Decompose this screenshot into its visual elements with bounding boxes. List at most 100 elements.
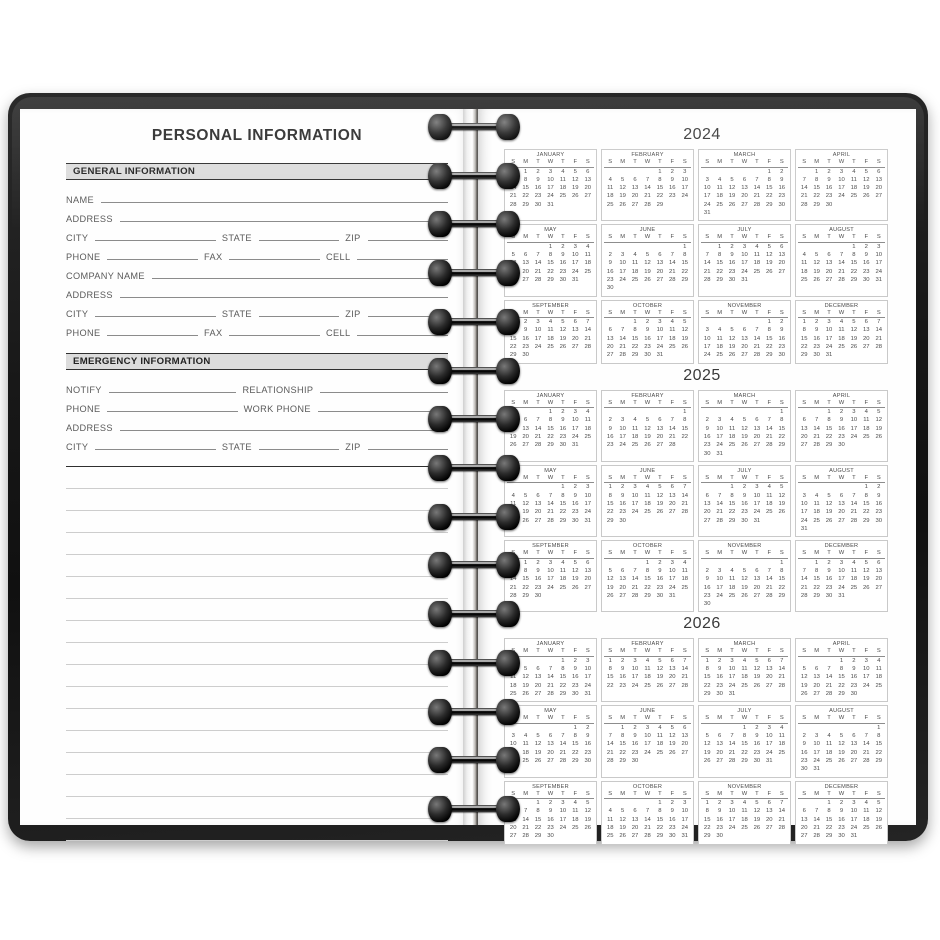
day-cell[interactable]: 29 [572, 758, 579, 765]
day-cell[interactable]: 6 [536, 492, 540, 499]
day-cell[interactable]: 24 [703, 201, 711, 208]
day-cell[interactable]: 22 [766, 343, 773, 350]
day-cell[interactable]: 15 [509, 335, 517, 342]
day-cell[interactable]: 7 [645, 176, 650, 183]
day-cell[interactable]: 24 [619, 276, 626, 283]
day-cell[interactable]: 21 [522, 825, 529, 832]
day-cell[interactable]: 21 [534, 268, 542, 275]
day-cell[interactable]: 22 [547, 433, 554, 440]
day-cell[interactable]: 4 [645, 657, 650, 664]
day-cell[interactable]: 22 [863, 509, 870, 516]
day-cell[interactable]: 31 [766, 758, 773, 765]
day-cell[interactable]: 18 [631, 268, 639, 275]
day-cell[interactable]: 13 [584, 176, 592, 183]
day-cell[interactable]: 7 [767, 417, 771, 424]
day-cell[interactable]: 10 [559, 808, 567, 815]
day-cell[interactable]: 27 [753, 442, 761, 449]
day-cell[interactable]: 19 [863, 576, 870, 583]
day-cell[interactable]: 19 [559, 335, 567, 342]
day-cell[interactable]: 6 [742, 327, 747, 334]
day-cell[interactable]: 17 [838, 576, 845, 583]
day-cell[interactable]: 9 [620, 492, 625, 499]
day-cell[interactable]: 7 [670, 252, 674, 259]
day-cell[interactable]: 9 [705, 425, 709, 432]
day-cell[interactable]: 30 [547, 833, 554, 840]
day-cell[interactable]: 10 [800, 500, 808, 507]
day-cell[interactable]: 1 [523, 559, 528, 566]
day-cell[interactable]: 17 [619, 433, 626, 440]
day-cell[interactable]: 12 [813, 260, 820, 267]
day-cell[interactable]: 2 [717, 800, 722, 807]
day-cell[interactable]: 13 [875, 176, 883, 183]
day-cell[interactable]: 17 [813, 749, 820, 756]
day-cell[interactable]: 20 [825, 268, 833, 275]
day-cell[interactable]: 1 [705, 657, 709, 664]
day-cell[interactable]: 5 [683, 319, 687, 326]
day-cell[interactable]: 17 [584, 500, 592, 507]
day-cell[interactable]: 17 [800, 509, 808, 516]
day-cell[interactable]: 8 [839, 666, 844, 673]
day-cell[interactable]: 8 [573, 733, 577, 740]
day-cell[interactable]: 19 [584, 816, 592, 823]
day-cell[interactable]: 19 [728, 343, 736, 350]
day-cell[interactable]: 22 [631, 343, 639, 350]
day-cell[interactable]: 29 [800, 352, 808, 359]
day-cell[interactable]: 7 [586, 319, 590, 326]
day-cell[interactable]: 28 [728, 758, 736, 765]
day-cell[interactable]: 26 [644, 442, 651, 449]
day-cell[interactable]: 2 [802, 733, 806, 740]
day-cell[interactable]: 28 [606, 758, 614, 765]
day-cell[interactable]: 10 [850, 417, 858, 424]
day-cell[interactable]: 10 [728, 666, 736, 673]
day-cell[interactable]: 26 [753, 682, 761, 689]
day-cell[interactable]: 18 [766, 500, 773, 507]
day-cell[interactable]: 5 [864, 559, 868, 566]
day-cell[interactable]: 23 [838, 433, 845, 440]
day-cell[interactable]: 26 [741, 442, 748, 449]
day-cell[interactable]: 11 [728, 425, 736, 432]
day-cell[interactable]: 12 [875, 808, 883, 815]
field-write-line[interactable] [357, 259, 448, 260]
field-write-line[interactable] [229, 335, 321, 336]
day-cell[interactable]: 24 [728, 825, 736, 832]
day-cell[interactable]: 14 [813, 816, 820, 823]
day-cell[interactable]: 11 [669, 327, 676, 334]
day-cell[interactable]: 27 [850, 758, 858, 765]
day-cell[interactable]: 24 [534, 343, 542, 350]
day-cell[interactable]: 11 [644, 666, 651, 673]
day-cell[interactable]: 24 [572, 433, 579, 440]
day-cell[interactable]: 11 [656, 733, 663, 740]
day-cell[interactable]: 26 [572, 584, 579, 591]
day-cell[interactable]: 19 [656, 674, 664, 681]
day-cell[interactable]: 7 [561, 733, 565, 740]
day-cell[interactable]: 16 [619, 674, 626, 681]
day-cell[interactable]: 12 [863, 176, 870, 183]
day-cell[interactable]: 18 [838, 335, 845, 342]
day-cell[interactable]: 18 [681, 576, 689, 583]
day-cell[interactable]: 16 [863, 260, 870, 267]
day-cell[interactable]: 5 [658, 657, 662, 664]
day-cell[interactable]: 8 [561, 492, 565, 499]
day-cell[interactable]: 16 [825, 576, 833, 583]
day-cell[interactable]: 8 [730, 492, 734, 499]
day-cell[interactable]: 3 [561, 800, 565, 807]
day-cell[interactable]: 27 [584, 193, 592, 200]
day-cell[interactable]: 21 [766, 584, 773, 591]
day-cell[interactable]: 30 [850, 691, 858, 698]
day-cell[interactable]: 17 [681, 816, 689, 823]
day-cell[interactable]: 1 [683, 409, 687, 416]
day-cell[interactable]: 22 [534, 825, 542, 832]
day-cell[interactable]: 8 [705, 808, 709, 815]
day-cell[interactable]: 30 [703, 450, 711, 457]
day-cell[interactable]: 12 [656, 666, 664, 673]
day-cell[interactable]: 11 [716, 185, 723, 192]
day-cell[interactable]: 29 [559, 517, 567, 524]
day-cell[interactable]: 19 [522, 682, 529, 689]
day-cell[interactable]: 10 [547, 567, 554, 574]
day-cell[interactable]: 13 [863, 327, 870, 334]
day-cell[interactable]: 23 [547, 825, 554, 832]
day-cell[interactable]: 10 [631, 492, 639, 499]
day-cell[interactable]: 17 [741, 260, 748, 267]
day-cell[interactable]: 8 [683, 252, 687, 259]
day-cell[interactable]: 9 [645, 327, 650, 334]
